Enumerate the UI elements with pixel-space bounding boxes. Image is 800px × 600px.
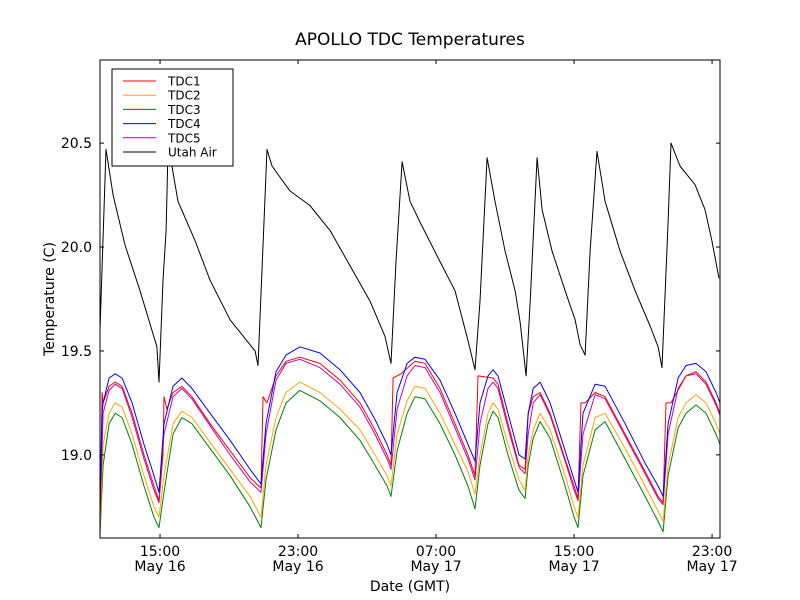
x-tick-label-time: 15:00: [554, 544, 594, 560]
legend-label-utah-air: Utah Air: [168, 146, 217, 160]
y-tick-label: 20.5: [61, 136, 92, 152]
series-line-tdc5: [99, 358, 721, 518]
y-tick-label: 19.5: [61, 344, 92, 360]
legend-label-tdc3: TDC3: [167, 103, 201, 117]
series-line-tdc3: [99, 389, 721, 534]
x-tick-label-time: 23:00: [278, 544, 318, 560]
legend-label-tdc2: TDC2: [167, 89, 201, 103]
y-tick-label: 20.0: [61, 240, 92, 256]
series-line-tdc4: [99, 346, 721, 507]
x-tick-label-time: 07:00: [416, 544, 456, 560]
legend-label-tdc4: TDC4: [167, 117, 201, 131]
series-line-tdc2: [99, 381, 721, 528]
plot-frame: [99, 59, 721, 539]
x-tick-label-date: May 17: [548, 559, 599, 575]
y-tick-label: 19.0: [61, 448, 92, 464]
chart-title: APOLLO TDC Temperatures: [295, 30, 525, 50]
legend-box: [111, 68, 234, 167]
y-axis-title: Temperature (C): [42, 242, 58, 357]
x-tick-label-date: May 17: [410, 559, 461, 575]
x-tick-label-date: May 17: [686, 559, 737, 575]
series-line-tdc1: [99, 356, 721, 528]
x-tick-label-time: 23:00: [692, 544, 732, 560]
x-axis-title: Date (GMT): [370, 579, 450, 595]
legend-label-tdc5: TDC5: [167, 131, 201, 145]
x-tick-label-date: May 16: [134, 559, 185, 575]
legend-label-tdc1: TDC1: [167, 75, 201, 89]
x-tick-label-date: May 16: [272, 559, 323, 575]
x-tick-label-time: 15:00: [140, 544, 180, 560]
